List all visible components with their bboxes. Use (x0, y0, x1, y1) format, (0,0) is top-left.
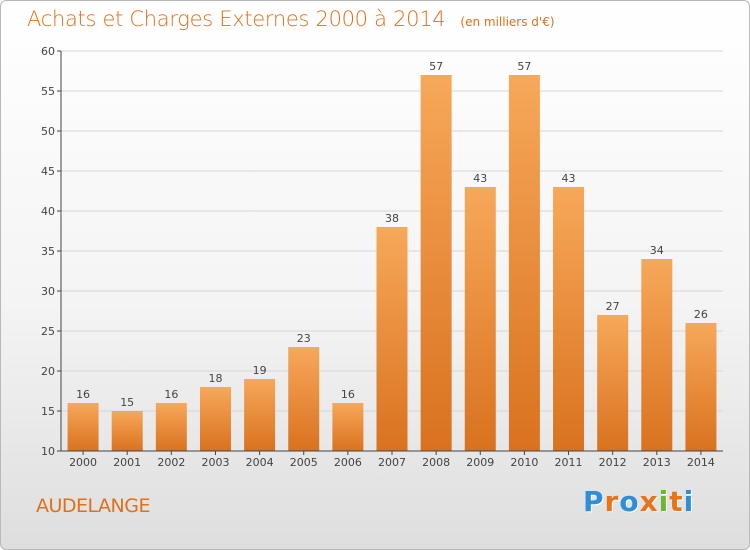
data-label: 18 (208, 372, 222, 385)
x-tick-label: 2010 (510, 456, 538, 469)
data-label: 43 (562, 172, 576, 185)
x-tick-label: 2000 (69, 456, 97, 469)
bar (199, 387, 231, 451)
x-tick-label: 2009 (466, 456, 494, 469)
y-tick-label: 60 (41, 45, 55, 58)
x-tick-label: 2003 (201, 456, 229, 469)
y-tick-label: 30 (41, 285, 55, 298)
bar (155, 403, 187, 451)
bar (244, 379, 276, 451)
brand-letter: P (583, 485, 605, 518)
bar (288, 347, 320, 451)
place-name: AUDELANGE (36, 495, 151, 517)
bar (553, 187, 585, 451)
bar (332, 403, 364, 451)
data-label: 16 (76, 388, 90, 401)
bar (685, 323, 717, 451)
x-tick-label: 2011 (555, 456, 583, 469)
x-tick-label: 2001 (113, 456, 141, 469)
brand-logo: Proxiti (583, 485, 694, 518)
bar (111, 411, 143, 451)
bar (376, 227, 408, 451)
bar (641, 259, 673, 451)
x-tick-label: 2008 (422, 456, 450, 469)
bar (420, 75, 452, 451)
x-tick-label: 2013 (643, 456, 671, 469)
y-tick-label: 20 (41, 365, 55, 378)
x-tick-label: 2014 (687, 456, 715, 469)
x-tick-label: 2004 (246, 456, 274, 469)
data-label: 38 (385, 212, 399, 225)
data-label: 16 (341, 388, 355, 401)
bar (597, 315, 629, 451)
x-tick-label: 2002 (157, 456, 185, 469)
brand-letter: o (619, 485, 640, 518)
bar (464, 187, 496, 451)
y-tick-label: 10 (41, 445, 55, 458)
y-tick-label: 55 (41, 85, 55, 98)
y-tick-label: 40 (41, 205, 55, 218)
bar (508, 75, 540, 451)
x-tick-label: 2005 (290, 456, 318, 469)
y-tick-label: 45 (41, 165, 55, 178)
data-label: 15 (120, 396, 134, 409)
data-label: 57 (429, 60, 443, 73)
data-label: 27 (606, 300, 620, 313)
x-tick-label: 2012 (599, 456, 627, 469)
bar (67, 403, 99, 451)
x-tick-label: 2007 (378, 456, 406, 469)
data-label: 43 (473, 172, 487, 185)
data-label: 26 (694, 308, 708, 321)
brand-letter: t (669, 485, 684, 518)
chart-unit: (en milliers d'€) (460, 15, 555, 29)
data-label: 19 (253, 364, 267, 377)
x-tick-label: 2006 (334, 456, 362, 469)
brand-letter: i (658, 485, 670, 518)
data-label: 34 (650, 244, 664, 257)
y-tick-label: 35 (41, 245, 55, 258)
data-label: 23 (297, 332, 311, 345)
y-tick-label: 25 (41, 325, 55, 338)
data-label: 57 (517, 60, 531, 73)
brand-letter: i (683, 485, 695, 518)
chart-title: Achats et Charges Externes 2000 à 2014 (27, 7, 446, 31)
brand-letter: r (604, 485, 620, 518)
data-label: 16 (164, 388, 178, 401)
title-row: Achats et Charges Externes 2000 à 2014 (… (27, 7, 555, 31)
y-tick-label: 50 (41, 125, 55, 138)
y-tick-label: 15 (41, 405, 55, 418)
brand-letter: x (639, 485, 659, 518)
